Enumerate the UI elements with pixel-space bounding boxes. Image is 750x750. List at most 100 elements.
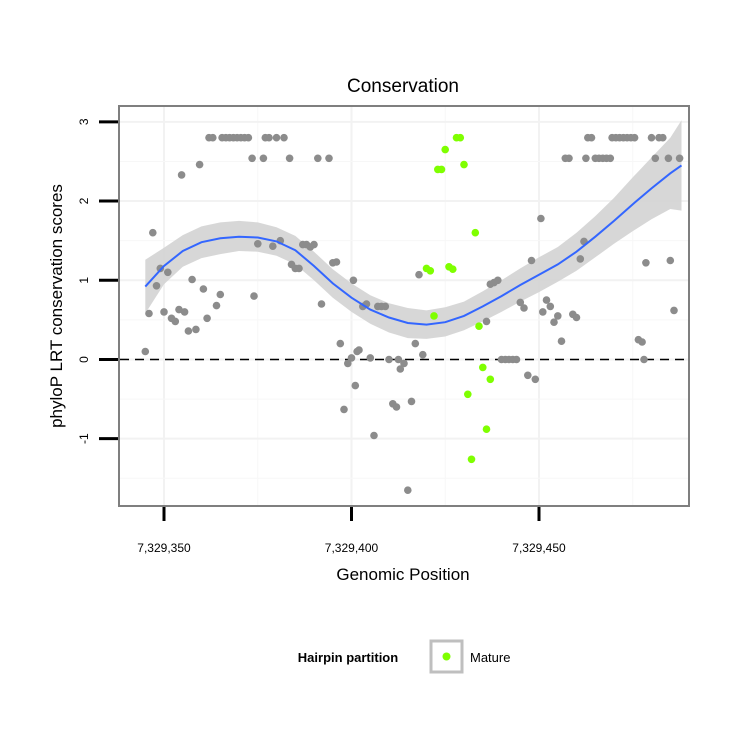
mature-point xyxy=(482,425,491,434)
other-point xyxy=(259,154,268,163)
other-point xyxy=(381,302,390,311)
y-axis-title: phyloP LRT conservation scores xyxy=(47,184,66,428)
mature-point xyxy=(437,165,446,174)
other-point xyxy=(141,347,150,356)
mature-point xyxy=(475,322,483,331)
other-point xyxy=(272,133,281,142)
other-point xyxy=(216,290,225,299)
other-point xyxy=(539,308,547,316)
other-point xyxy=(550,318,558,327)
mature-point xyxy=(486,375,495,384)
other-point xyxy=(355,346,363,354)
other-point xyxy=(557,337,566,346)
mature-point xyxy=(460,160,468,169)
other-point xyxy=(325,154,333,163)
other-point xyxy=(192,325,200,334)
other-point xyxy=(565,154,573,163)
other-point xyxy=(659,133,667,142)
x-tick-label: 7,329,350 xyxy=(137,541,191,555)
other-point xyxy=(344,359,352,368)
other-point xyxy=(250,292,258,300)
legend-label-mature: Mature xyxy=(470,650,510,665)
plot-panel xyxy=(118,105,690,507)
other-point xyxy=(400,359,408,368)
other-point xyxy=(152,282,161,290)
other-point xyxy=(630,133,639,142)
legend-key-mature xyxy=(442,652,451,661)
other-point xyxy=(512,355,521,364)
smooth-fit-line xyxy=(144,164,683,326)
other-point xyxy=(244,133,253,142)
other-point xyxy=(411,339,420,348)
other-point xyxy=(638,338,646,346)
other-point xyxy=(199,285,208,293)
other-point xyxy=(394,355,403,364)
other-point xyxy=(520,304,528,312)
other-point xyxy=(664,154,673,163)
other-point xyxy=(587,133,596,142)
other-point xyxy=(188,275,196,284)
other-point xyxy=(385,355,393,364)
other-point xyxy=(295,264,303,273)
other-point xyxy=(537,214,545,223)
x-tick-label: 7,329,400 xyxy=(325,541,379,555)
other-point xyxy=(349,276,358,285)
other-point xyxy=(516,298,525,307)
y-tick-label: 2 xyxy=(77,197,91,204)
x-tick-label: 7,329,450 xyxy=(512,541,566,555)
other-point xyxy=(171,317,180,326)
other-point xyxy=(554,312,562,320)
other-point xyxy=(546,302,555,311)
other-point xyxy=(606,154,615,163)
other-point xyxy=(248,154,256,163)
other-point xyxy=(310,240,318,249)
legend-title: Hairpin partition xyxy=(298,650,398,665)
other-point xyxy=(212,301,221,310)
y-tick-label: -1 xyxy=(77,433,91,444)
other-point xyxy=(280,133,288,142)
other-point xyxy=(149,228,157,237)
mature-point xyxy=(464,390,472,399)
mature-point xyxy=(426,267,435,275)
other-point xyxy=(666,256,675,265)
other-point xyxy=(314,154,322,163)
other-point xyxy=(317,300,326,308)
other-point xyxy=(177,171,186,179)
other-point xyxy=(265,133,273,142)
other-point xyxy=(482,317,491,326)
other-point xyxy=(351,381,360,390)
mature-point xyxy=(479,363,487,372)
other-point xyxy=(203,314,211,323)
other-point xyxy=(253,240,262,248)
x-axis-title: Genomic Position xyxy=(336,565,469,584)
mature-point xyxy=(467,455,476,464)
other-point xyxy=(675,154,684,163)
other-point xyxy=(494,276,502,285)
other-point xyxy=(184,327,193,335)
other-point xyxy=(366,354,375,362)
other-point xyxy=(542,296,551,304)
smooth-fit xyxy=(144,164,683,326)
other-point xyxy=(407,397,416,406)
other-point xyxy=(576,255,585,263)
other-point xyxy=(582,154,590,163)
mature-point xyxy=(449,265,457,274)
other-point xyxy=(370,431,378,440)
other-point xyxy=(647,133,656,142)
y-tick-label: 1 xyxy=(77,277,91,284)
other-point xyxy=(396,365,405,373)
other-point xyxy=(209,133,217,142)
other-point xyxy=(332,258,341,266)
x-axis: 7,329,350 7,329,400 7,329,450 xyxy=(137,507,566,555)
other-point xyxy=(340,405,348,414)
other-point xyxy=(527,256,536,265)
mature-point xyxy=(441,145,450,154)
other-point xyxy=(347,354,356,362)
legend: Hairpin partition Mature xyxy=(298,639,510,674)
other-point xyxy=(145,309,153,318)
other-point xyxy=(160,308,168,316)
other-point xyxy=(392,403,401,411)
other-point xyxy=(640,355,648,364)
other-point xyxy=(419,350,427,359)
other-point xyxy=(285,154,294,163)
